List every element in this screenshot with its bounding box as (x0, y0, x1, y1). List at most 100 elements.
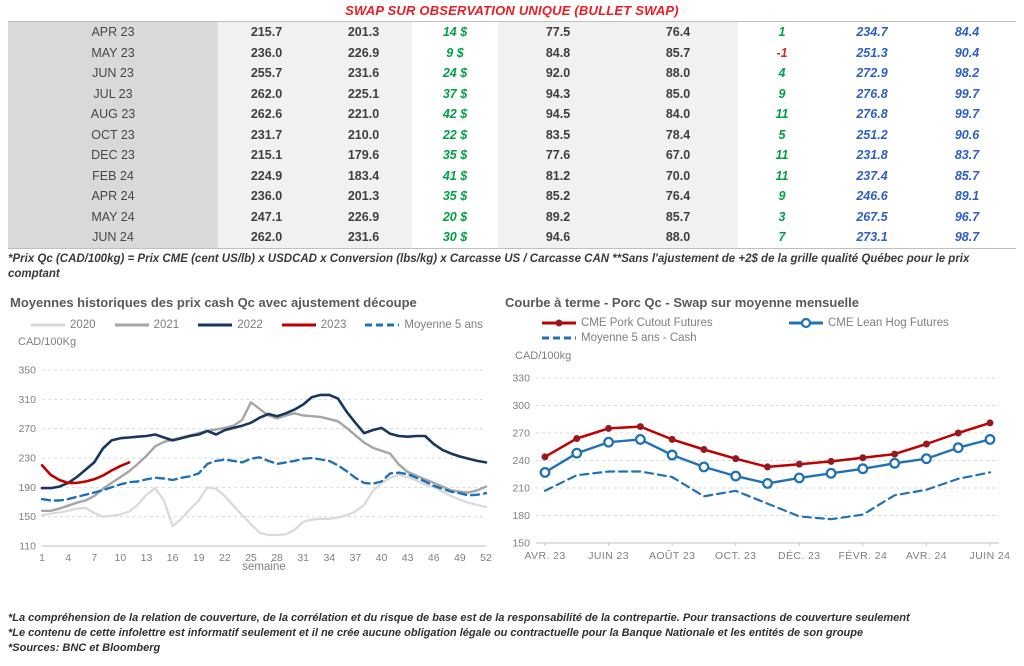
svg-text:270: 270 (512, 428, 530, 440)
svg-text:150: 150 (512, 538, 530, 550)
right-chart-plot: 150 180 210 240 270 300 330 AVR. 23 JUIN 23 AOÛT … (512, 373, 1011, 563)
svg-text:FÉVR. 24: FÉVR. 24 (838, 549, 887, 562)
table-cell: 7 (778, 230, 786, 244)
left-chart-legend: 2020 2021 2022 2023 Moyenne 5 ans (10, 319, 492, 331)
table-cell: 255.7 (218, 63, 315, 84)
table-cell: 24 $ (442, 66, 468, 80)
right-chart-legend: CME Pork Cutout Futures CME Lean Hog Futu… (505, 317, 1020, 347)
table-cell: 215.7 (218, 22, 315, 43)
table-cell: MAY 24 (8, 206, 218, 227)
table-cell: 94.6 (498, 227, 618, 248)
right-chart: Courbe à terme - Porc Qc - Swap sur moye… (505, 295, 1020, 572)
table-cell: 84.0 (618, 104, 738, 125)
table-row: AUG 23 262.6 221.0 42 $ 94.5 84.0 11 276.8 99.7 (8, 104, 1016, 125)
svg-text:DÉC. 23: DÉC. 23 (778, 549, 820, 562)
table-row: OCT 23 231.7 210.0 22 $ 83.5 78.4 5 251.2 90.6 (8, 124, 1016, 145)
legend-item: CME Pork Cutout Futures (541, 317, 788, 329)
table-cell: 92.0 (498, 63, 618, 84)
table-cell: 83.7 (954, 148, 980, 162)
table-cell: 237.4 (856, 168, 888, 183)
left-chart-plot: 110 150 190 230 270 310 350 1 4 7 10 13 16 19 22 25 28 31… (18, 365, 492, 574)
table-row: JUL 23 262.0 225.1 37 $ 94.3 85.0 9 276.8 99.7 (8, 83, 1016, 104)
legend-item: CME Lean Hog Futures (788, 317, 949, 329)
table-cell: 9 (778, 189, 786, 203)
table-cell: 221.0 (315, 104, 412, 125)
table-cell: 236.0 (218, 186, 315, 207)
table-cell: 231.8 (856, 148, 888, 162)
table-footnote: *Prix Qc (CAD/100kg) = Prix CME (cent US… (8, 253, 970, 280)
table-row: JUN 23 255.7 231.6 24 $ 92.0 88.0 4 272.9 98.2 (8, 63, 1016, 84)
svg-text:46: 46 (428, 552, 440, 564)
table-cell: APR 23 (8, 22, 218, 43)
svg-text:10: 10 (115, 552, 127, 564)
legend-label: CME Pork Cutout Futures (581, 317, 713, 329)
table-cell: 234.7 (856, 25, 888, 39)
chart-line-2022 (40, 393, 488, 490)
svg-text:JUIN 24: JUIN 24 (970, 550, 1011, 562)
svg-text:31: 31 (297, 552, 309, 564)
disclaimer-line: *La compréhension de la relation de couv… (8, 612, 910, 624)
table-cell: 76.4 (618, 186, 738, 207)
table-cell: 77.5 (498, 22, 618, 43)
table-cell: 3 (778, 209, 786, 224)
table-cell: 90.4 (954, 45, 980, 60)
legend-swatch-icon (365, 323, 400, 327)
table-cell: 183.4 (315, 165, 412, 186)
svg-text:7: 7 (91, 552, 97, 564)
table-cell: 85.7 (618, 42, 738, 63)
table-cell: 236.0 (218, 42, 315, 63)
chart-line-2023 (40, 461, 131, 485)
svg-text:43: 43 (402, 552, 414, 564)
legend-label: 2020 (70, 319, 96, 331)
table-cell: 226.9 (315, 42, 412, 63)
table-cell: 231.7 (218, 124, 315, 145)
page-title: SWAP SUR OBSERVATION UNIQUE (BULLET SWAP… (345, 3, 679, 18)
table-cell: JUN 23 (8, 63, 218, 84)
table-row: APR 24 236.0 201.3 35 $ 85.2 76.4 9 246.6 89.1 (8, 186, 1016, 207)
table-cell: MAY 23 (8, 42, 218, 63)
table-cell: 37 $ (442, 86, 468, 101)
table-cell: 85.2 (498, 186, 618, 207)
table-cell: 9 (778, 86, 786, 101)
table-cell: 88.0 (618, 227, 738, 248)
right-chart-ylabel: CAD/100kg (515, 350, 572, 362)
table-cell: 98.2 (954, 66, 980, 80)
table-cell: OCT 23 (8, 124, 218, 145)
footer-disclaimer: *La compréhension de la relation de couv… (8, 611, 1016, 656)
table-cell: 273.1 (856, 230, 888, 244)
svg-text:230: 230 (18, 453, 36, 465)
table-cell: 94.3 (498, 83, 618, 104)
table-cell: 89.1 (954, 189, 980, 203)
table-cell: APR 24 (8, 186, 218, 207)
svg-text:110: 110 (19, 541, 36, 553)
svg-text:4: 4 (65, 552, 71, 564)
svg-text:AVR. 23: AVR. 23 (524, 550, 565, 562)
table-cell: 262.6 (218, 104, 315, 125)
svg-text:13: 13 (141, 552, 153, 564)
legend-item: Moyenne 5 ans - Cash (541, 332, 697, 344)
table-cell: 246.6 (856, 189, 888, 203)
table-cell: 11 (775, 107, 789, 121)
table-cell: 5 (778, 127, 786, 142)
legend-swatch-icon (31, 323, 65, 327)
table-cell: 89.2 (498, 206, 618, 227)
chart-line-moyenne-5-ans (40, 456, 488, 502)
legend-item: 2020 (30, 319, 96, 331)
legend-label: Moyenne 5 ans - Cash (581, 332, 697, 344)
table-cell: 1 (778, 25, 786, 39)
svg-text:350: 350 (18, 365, 36, 377)
table-cell: 83.5 (498, 124, 618, 145)
svg-text:190: 190 (18, 482, 36, 494)
svg-text:240: 240 (512, 455, 530, 467)
svg-text:28: 28 (271, 552, 283, 564)
table-cell: 201.3 (315, 186, 412, 207)
table-cell: 262.0 (218, 227, 315, 248)
svg-text:AVR. 24: AVR. 24 (906, 550, 947, 562)
table-cell: 84.8 (498, 42, 618, 63)
legend-label: 2022 (237, 319, 263, 331)
legend-item: 2023 (281, 319, 346, 331)
svg-text:OCT. 23: OCT. 23 (715, 550, 756, 562)
legend-item: 2021 (114, 319, 179, 331)
svg-text:210: 210 (512, 483, 530, 495)
